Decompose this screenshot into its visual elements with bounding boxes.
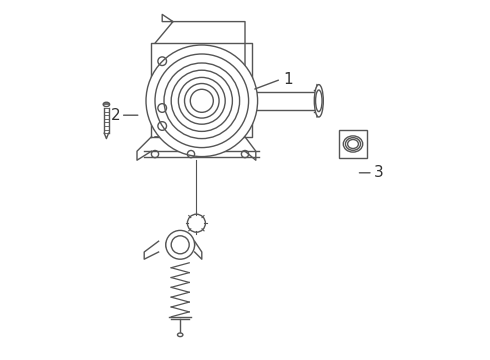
Circle shape: [146, 45, 258, 157]
Ellipse shape: [314, 85, 323, 117]
Text: 1: 1: [283, 72, 293, 87]
Ellipse shape: [166, 236, 195, 254]
Circle shape: [187, 214, 205, 232]
Text: 3: 3: [373, 165, 383, 180]
Text: 2: 2: [111, 108, 120, 123]
Circle shape: [166, 230, 195, 259]
Ellipse shape: [103, 102, 110, 107]
Polygon shape: [151, 43, 252, 137]
Ellipse shape: [177, 333, 183, 337]
